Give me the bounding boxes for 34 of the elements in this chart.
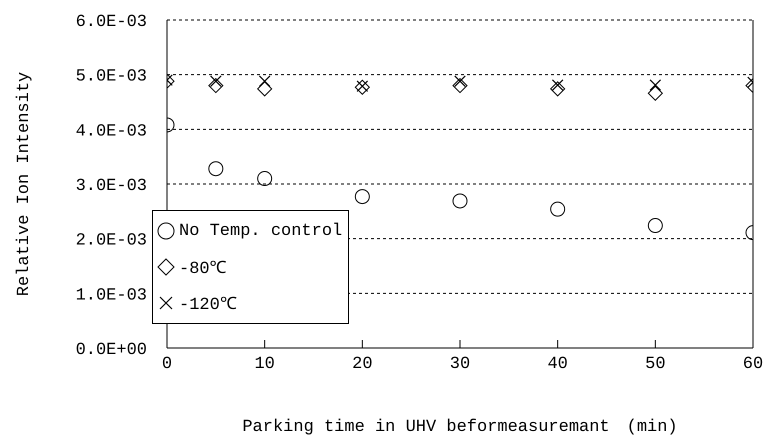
x-tick-label: 20 <box>352 355 373 374</box>
point <box>452 193 468 208</box>
point <box>649 79 662 91</box>
point <box>257 171 272 186</box>
y-tick-label: 2.0E-03 <box>76 232 147 251</box>
point <box>258 75 271 88</box>
y-tick-label: 4.0E-03 <box>76 122 147 142</box>
point <box>452 78 468 94</box>
point <box>356 80 368 92</box>
point <box>550 202 566 217</box>
x-tick-label: 0 <box>162 355 172 374</box>
x-tick-label: 10 <box>254 355 275 374</box>
y-axis-title: Relative Ion Intensity <box>15 72 34 296</box>
legend-label: No Temp. control <box>179 222 342 240</box>
x-tick-label: 50 <box>645 355 666 374</box>
y-tick-label: 1.0E-03 <box>76 286 147 306</box>
point <box>257 81 272 96</box>
y-tick-label: 0.0E+00 <box>76 341 147 360</box>
x-tick-label: 60 <box>742 355 764 374</box>
legend-label: -80℃ <box>179 259 227 279</box>
point <box>208 78 224 94</box>
point <box>648 86 663 101</box>
x-axis-title: Parking time in UHV beformeasuremant (min) <box>242 418 678 435</box>
point <box>354 189 370 204</box>
y-tick-label: 3.0E-03 <box>76 177 147 196</box>
legend-label: -120℃ <box>179 295 237 315</box>
point <box>550 81 566 96</box>
point <box>354 80 370 95</box>
point <box>208 161 224 176</box>
y-tick-label: 6.0E-03 <box>76 13 147 32</box>
point <box>648 218 663 234</box>
x-tick-label: 40 <box>547 355 568 374</box>
x-tick-label: 30 <box>450 355 470 374</box>
y-tick-label: 5.0E-03 <box>76 68 147 87</box>
